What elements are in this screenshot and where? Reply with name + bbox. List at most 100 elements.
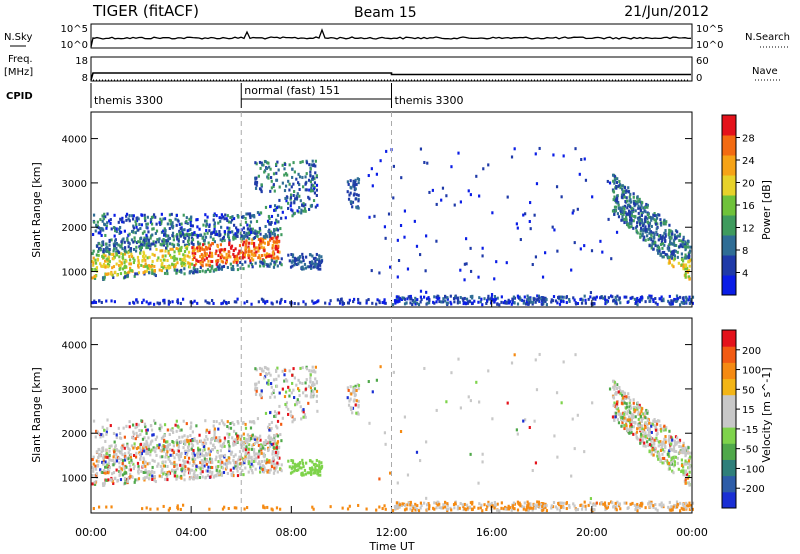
- power-cell: [565, 301, 568, 305]
- power-cell: [541, 275, 545, 279]
- velocity-cell: [506, 401, 509, 405]
- power-cell: [493, 300, 496, 304]
- velocity-cell: [274, 446, 277, 450]
- power-cell: [102, 262, 106, 266]
- power-cell: [467, 189, 470, 193]
- power-cell: [111, 266, 114, 270]
- power-cell: [613, 212, 616, 216]
- velocity-cell: [454, 501, 457, 505]
- velocity-cell: [623, 412, 626, 416]
- velocity-cell: [632, 401, 635, 405]
- power-cell: [189, 228, 192, 232]
- velocity-cell: [291, 459, 295, 463]
- power-cell: [91, 267, 94, 271]
- velocity-cell: [280, 469, 283, 473]
- power-cell: [123, 240, 126, 244]
- power-cell: [656, 213, 660, 217]
- velocity-cell: [132, 436, 135, 440]
- power-cell: [292, 182, 295, 186]
- velocity-cell: [226, 425, 229, 429]
- velocity-cell: [151, 458, 154, 462]
- power-cell: [661, 255, 664, 259]
- power-cell: [623, 204, 627, 208]
- velocity-cell: [193, 462, 196, 466]
- velocity-cell: [403, 415, 407, 419]
- velocity-cell: [444, 500, 447, 504]
- power-cell: [220, 213, 223, 217]
- power-cell: [143, 241, 146, 245]
- velocity-cell: [249, 465, 252, 469]
- power-cell: [149, 236, 152, 240]
- power-cell: [312, 184, 315, 188]
- velocity-cell: [292, 388, 295, 392]
- velocity-cell: [312, 463, 316, 467]
- velocity-cell: [632, 416, 635, 420]
- velocity-cell: [682, 505, 685, 509]
- velocity-cell: [269, 382, 273, 386]
- power-cell: [260, 242, 263, 246]
- power-cell: [161, 249, 164, 253]
- velocity-cell: [127, 447, 130, 451]
- power-cell: [297, 262, 300, 266]
- velocity-cell: [186, 440, 189, 444]
- power-cell: [180, 262, 183, 266]
- power-cell: [481, 303, 484, 307]
- power-cell: [204, 299, 207, 303]
- power-cell: [449, 300, 452, 304]
- velocity-cell: [123, 435, 126, 439]
- power-cell: [154, 215, 157, 219]
- velocity-cell: [244, 466, 247, 470]
- power-cell: [481, 254, 484, 258]
- power-cell: [288, 259, 291, 263]
- power-cell: [199, 246, 202, 250]
- power-cell: [182, 234, 185, 238]
- power-cell: [208, 301, 211, 305]
- power-cell: [525, 300, 529, 304]
- power-cell: [206, 215, 209, 219]
- power-cell: [310, 186, 313, 190]
- power-cell: [254, 229, 257, 233]
- velocity-cell: [179, 453, 182, 457]
- power-cell: [218, 263, 221, 267]
- power-cell: [621, 187, 624, 191]
- power-cell: [175, 271, 178, 275]
- power-cell: [240, 228, 243, 232]
- power-cell: [315, 174, 318, 178]
- power-cell: [169, 247, 172, 251]
- velocity-cell: [162, 472, 165, 476]
- power-cell: [612, 179, 615, 183]
- power-cell: [202, 243, 205, 247]
- velocity-cell: [255, 389, 258, 393]
- velocity-cell: [254, 392, 258, 396]
- power-cell: [263, 249, 266, 253]
- power-cell: [615, 186, 618, 190]
- power-cell: [170, 255, 173, 259]
- power-cell: [641, 232, 644, 236]
- velocity-cell: [212, 424, 215, 428]
- power-cell: [190, 215, 193, 219]
- power-cell: [667, 244, 670, 248]
- power-cell: [312, 176, 315, 180]
- power-cell: [308, 260, 312, 264]
- power-cell: [538, 146, 541, 150]
- power-cell: [673, 249, 676, 253]
- power-cell: [610, 257, 613, 261]
- velocity-cell: [290, 391, 293, 395]
- power-cell: [158, 221, 161, 225]
- power-cell: [236, 297, 239, 301]
- velocity-cell: [160, 436, 164, 440]
- power-cell: [117, 243, 120, 247]
- velocity-cell: [111, 472, 114, 476]
- power-cell: [648, 227, 651, 231]
- power-cell: [625, 295, 628, 299]
- power-cell: [309, 189, 312, 193]
- velocity-cell: [471, 502, 474, 506]
- velocity-cell: [109, 424, 112, 428]
- power-cell: [646, 213, 649, 217]
- power-cell: [630, 225, 633, 229]
- velocity-cell: [92, 467, 95, 471]
- power-cell: [268, 238, 272, 242]
- velocity-cell: [659, 424, 662, 428]
- power-cell: [531, 263, 534, 267]
- power-cell: [250, 302, 253, 306]
